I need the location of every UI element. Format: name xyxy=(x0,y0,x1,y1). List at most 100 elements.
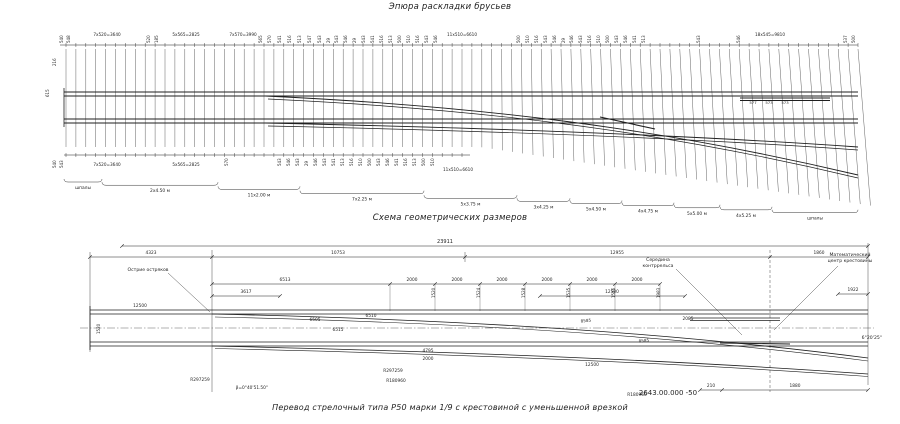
drawing-line xyxy=(501,48,503,151)
dim-label: 543 xyxy=(543,35,548,43)
dim-label: 543 xyxy=(578,35,583,43)
dim-label: 510 xyxy=(406,35,411,43)
drawing-line xyxy=(788,48,800,195)
dim-label: 570 xyxy=(267,35,272,43)
sleeper-group-label: 3x4.25 м xyxy=(534,204,554,210)
dim-label: 573 xyxy=(781,100,789,105)
drawing-line xyxy=(838,48,851,203)
dim-label: 513 xyxy=(297,35,302,43)
dim-label: 2000 xyxy=(423,356,434,362)
drawing-line xyxy=(739,48,748,188)
drawing-line xyxy=(659,48,667,175)
rail-curve xyxy=(771,209,859,213)
drawing-line xyxy=(560,48,564,160)
sleeper-group-label: шпалы xyxy=(75,186,91,191)
dim-label: 6515 xyxy=(333,327,344,333)
dim-label: 565 xyxy=(258,35,263,43)
dim-label: 513 xyxy=(388,35,393,43)
dim-label: 29 xyxy=(326,37,331,43)
drawing-line xyxy=(620,48,626,169)
radius-label: R180960 xyxy=(386,378,406,384)
bottom-diagram: 23911 4323 10753 12955 1860 6513 2000 2000 2000 2… xyxy=(80,239,882,398)
drawing-line xyxy=(768,48,779,192)
rail-curve xyxy=(267,98,859,179)
dim-label: 216 xyxy=(52,58,57,66)
drawing-line xyxy=(599,116,656,130)
radius-label: R180960 xyxy=(627,392,647,398)
dim-label: 543 xyxy=(322,158,327,166)
dim-label: 513 xyxy=(340,158,345,166)
rail-curve xyxy=(264,95,859,176)
dim-label: 7x520=3640 xyxy=(93,162,121,167)
dim-label: 12500 xyxy=(605,289,619,295)
drawing-line xyxy=(119,243,125,249)
drawing-line xyxy=(697,387,703,393)
drawing-line xyxy=(511,48,513,152)
rail-curve xyxy=(516,198,571,202)
dim-label: 2000 xyxy=(497,277,508,283)
dim-label: 546 xyxy=(286,158,291,166)
sleeper-group-label: 2x4.50 м xyxy=(150,188,170,194)
drawing-line xyxy=(531,48,534,155)
dim-label: 510 xyxy=(358,158,363,166)
drawing-line xyxy=(865,387,871,393)
dim-label: 8585 xyxy=(580,318,591,324)
dim-label: 615 xyxy=(45,89,50,97)
drawing-line xyxy=(778,48,789,194)
dim-label: 540 xyxy=(59,35,64,43)
dim-label: 2085 xyxy=(683,316,694,322)
dim-label: 516 xyxy=(379,35,384,43)
dim-label: 1983 xyxy=(656,287,661,298)
drawing-line xyxy=(719,387,725,393)
dim-label: 11x510=6610 xyxy=(443,167,473,172)
dim-label: 543 xyxy=(317,35,322,43)
drawing-line xyxy=(719,48,728,185)
dim-label: 540 xyxy=(52,160,57,168)
drawing-line xyxy=(699,48,708,182)
dim-label: 541 xyxy=(394,158,399,166)
dim-label: 546 xyxy=(736,35,741,43)
dim-label: 4323 xyxy=(146,250,157,256)
drawing-line xyxy=(669,48,677,177)
top-diagram-title: Эпюра раскладки брусьев xyxy=(388,2,512,12)
dim-label: 573 xyxy=(765,100,773,105)
dim-label: 500 xyxy=(605,35,610,43)
drawing-line xyxy=(835,291,841,297)
dim-label: 516 xyxy=(415,35,420,43)
dim-label: 510 xyxy=(525,35,530,43)
dim-label: 12955 xyxy=(610,250,624,256)
dim-label: 18x545=9810 xyxy=(755,32,785,37)
drawing-line xyxy=(277,293,283,299)
dim-label: 8585 xyxy=(638,338,649,344)
dim-label: 5x565=2825 xyxy=(172,162,200,167)
drawing-line xyxy=(610,48,615,168)
dim-label: 3617 xyxy=(241,289,252,295)
dim-label: 543 xyxy=(696,35,701,43)
dim-label: 547 xyxy=(307,35,312,43)
drawing-line xyxy=(679,48,687,178)
dim-label: 516 xyxy=(287,35,292,43)
dim-label: 543 xyxy=(361,35,366,43)
drawing-line xyxy=(590,48,595,165)
drawing-line xyxy=(773,265,839,331)
dim-label: 2000 xyxy=(452,277,463,283)
dim-label: 2000 xyxy=(542,277,553,283)
dim-label: 29 xyxy=(304,160,309,166)
dim-label: 500 xyxy=(367,158,372,166)
dim-label: 513 xyxy=(641,35,646,43)
dim-label: 29 xyxy=(561,37,566,43)
dim-label: 516 xyxy=(349,158,354,166)
dim-label: 543 xyxy=(614,35,619,43)
drawing-line xyxy=(689,48,697,180)
dim-label: 1520 xyxy=(431,287,436,298)
radius-label: R297259 xyxy=(383,368,403,374)
annotation-label: Математический xyxy=(829,251,870,258)
drawing-line xyxy=(630,48,636,171)
dim-label: 5x565=2825 xyxy=(172,32,200,37)
drawing-line xyxy=(682,293,688,299)
dim-label: 570 xyxy=(224,158,229,166)
rail-curve xyxy=(621,202,675,206)
dim-label: 546 xyxy=(569,35,574,43)
dim-label: 546 xyxy=(552,35,557,43)
dim-label: 500 xyxy=(851,35,856,43)
